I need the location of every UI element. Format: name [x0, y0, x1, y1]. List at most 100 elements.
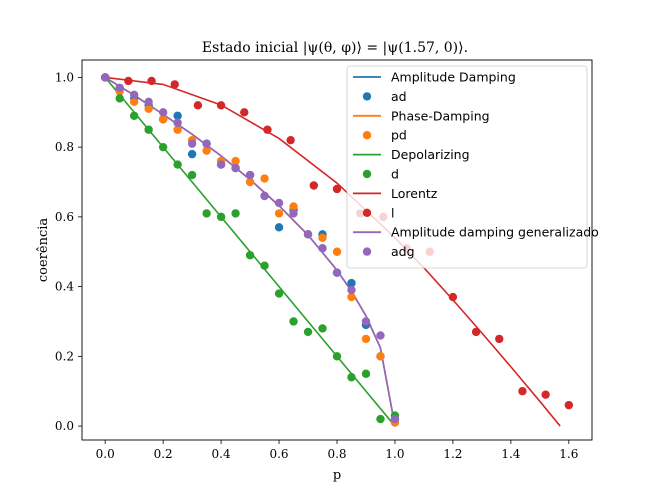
legend-entry: l	[391, 205, 394, 220]
y-tick-label: 0.4	[55, 280, 74, 294]
legend-swatch	[362, 169, 372, 179]
point-d	[260, 261, 269, 270]
legend: Amplitude Damping ad Phase-Damping pd Depola…	[346, 65, 599, 269]
point-d	[231, 209, 240, 218]
point-l	[193, 101, 203, 110]
point-ad	[347, 278, 356, 288]
point-l	[286, 135, 295, 145]
legend-entry: adg	[391, 244, 415, 259]
point-d	[332, 352, 342, 361]
point-pd	[260, 174, 269, 183]
point-adg	[361, 317, 371, 326]
point-ad	[274, 223, 284, 232]
legend-entry: pd	[391, 128, 407, 143]
point-l	[240, 108, 249, 117]
point-l	[216, 101, 226, 110]
point-l	[495, 334, 504, 344]
point-d	[303, 327, 313, 337]
y-tick-label: 0.6	[55, 210, 74, 224]
point-adg	[332, 268, 342, 277]
point-pd	[144, 104, 153, 114]
point-l	[309, 181, 319, 190]
chart-title: Estado inicial |ψ(θ, φ)⟩ = |ψ(1.57, 0)⟩.	[202, 40, 468, 56]
point-d	[187, 170, 197, 180]
point-pd	[231, 156, 240, 166]
y-tick-label: 0.8	[55, 140, 74, 154]
legend-entry: Phase-Damping	[391, 108, 490, 123]
x-tick-label: 0.0	[96, 447, 115, 461]
point-pd	[129, 97, 139, 107]
point-adg	[129, 90, 139, 100]
point-pd	[202, 146, 211, 155]
point-adg	[187, 139, 197, 148]
point-adg	[158, 108, 168, 117]
point-l	[263, 125, 272, 134]
point-l	[170, 80, 179, 89]
legend-swatch	[362, 131, 372, 140]
legend-entry: ad	[391, 89, 407, 104]
legend-entry: d	[391, 167, 399, 182]
legend-swatch	[362, 208, 372, 217]
point-d	[216, 212, 226, 222]
legend-swatch	[362, 247, 372, 256]
point-pd	[274, 209, 284, 218]
point-d	[202, 209, 211, 218]
point-d	[274, 289, 284, 298]
point-l	[564, 400, 574, 410]
point-d	[361, 369, 371, 378]
y-tick-label: 0.2	[55, 349, 74, 363]
point-adg	[303, 230, 313, 239]
point-pd	[318, 233, 327, 242]
x-tick-label: 0.2	[154, 447, 173, 461]
point-adg	[115, 83, 124, 93]
x-tick-label: 1.2	[443, 447, 462, 461]
legend-entry: Amplitude damping generalizado	[391, 225, 599, 240]
point-adg	[289, 209, 298, 218]
point-ad	[173, 111, 182, 120]
point-adg	[347, 285, 356, 295]
y-tick-label: 1.0	[55, 70, 74, 84]
point-l	[332, 184, 342, 194]
point-adg	[202, 139, 211, 148]
point-adg	[390, 414, 400, 424]
y-axis-label: coerência	[36, 218, 51, 283]
point-adg	[231, 163, 240, 173]
legend-swatch	[362, 92, 372, 101]
x-axis-label: p	[333, 468, 341, 483]
point-pd	[361, 334, 371, 344]
point-ad	[187, 149, 197, 159]
point-pd	[158, 115, 168, 124]
point-adg	[274, 198, 284, 208]
point-d	[347, 373, 356, 382]
legend-entry: Lorentz	[391, 186, 438, 201]
legend-entry: Amplitude Damping	[391, 70, 516, 85]
point-adg	[260, 191, 269, 201]
point-adg	[173, 118, 182, 127]
point-d	[144, 125, 153, 134]
point-l	[541, 390, 550, 399]
point-adg	[318, 244, 327, 253]
point-pd	[376, 352, 385, 361]
y-tick-label: 0.0	[55, 419, 74, 433]
x-tick-label: 1.6	[559, 447, 578, 461]
point-d	[376, 414, 385, 424]
point-pd	[245, 177, 255, 187]
point-l	[471, 327, 481, 337]
x-tick-label: 0.6	[269, 447, 288, 461]
x-tick-label: 1.0	[385, 447, 404, 461]
point-l	[448, 292, 458, 302]
point-d	[289, 317, 298, 326]
plot-area	[100, 73, 574, 427]
point-l	[124, 76, 133, 86]
point-adg	[216, 160, 226, 169]
point-d	[318, 324, 327, 333]
point-d	[115, 94, 124, 103]
point-pd	[332, 247, 342, 256]
point-d	[173, 160, 182, 169]
point-pd	[289, 202, 298, 211]
point-d	[129, 111, 139, 120]
point-adg	[100, 73, 110, 82]
point-adg	[245, 170, 255, 180]
x-tick-label: 0.4	[212, 447, 231, 461]
x-tick-label: 1.4	[501, 447, 520, 461]
